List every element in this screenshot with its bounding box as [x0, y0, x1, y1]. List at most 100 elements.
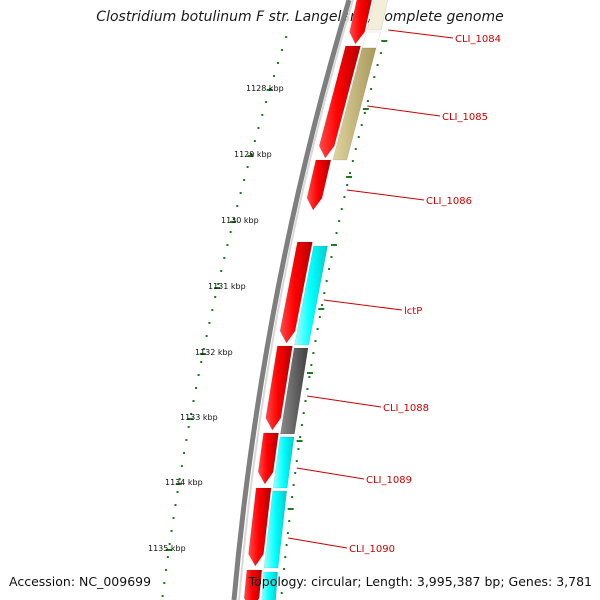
track-dot [281, 580, 284, 582]
scale-dot [190, 413, 193, 415]
track-dot [349, 172, 352, 174]
scale-label-1132: 1132 kbp [195, 348, 233, 357]
gene-label-lctp[interactable]: lctP [404, 306, 422, 317]
track-tick [318, 308, 325, 310]
track-dot [310, 364, 313, 366]
track-tick [296, 440, 303, 442]
track-dot [288, 520, 291, 522]
gene-label-cli-1085[interactable]: CLI_1085 [442, 112, 488, 123]
genome-summary-text: Topology: circular; Length: 3,995,387 bp… [248, 574, 592, 589]
cog-block-next[interactable] [261, 571, 278, 600]
label-leader-line [388, 29, 454, 39]
scale-dot [205, 335, 208, 337]
track-dot [376, 64, 379, 66]
track-dot [302, 412, 305, 414]
gene-next[interactable] [243, 569, 263, 600]
right-dot-track [280, 40, 388, 594]
scale-dot [265, 101, 268, 103]
track-dot [318, 316, 321, 318]
scale-dot [168, 543, 171, 545]
track-dot [312, 352, 315, 354]
track-tick [287, 508, 294, 510]
track-dot [285, 544, 288, 546]
scale-dot [285, 36, 288, 38]
gene-label-cli-1088[interactable]: CLI_1088 [383, 403, 429, 414]
gene-cli-1084[interactable] [349, 0, 374, 45]
scale-label-1130: 1130 kbp [221, 216, 259, 225]
track-dot [354, 148, 357, 150]
gene-cli-1086[interactable] [306, 159, 332, 211]
track-dot [292, 484, 295, 486]
track-dot [316, 328, 319, 330]
scale-dot [217, 283, 220, 285]
cog-block-cli-1085[interactable] [332, 47, 377, 161]
track-dot [297, 448, 300, 450]
track-dot [335, 232, 338, 234]
cog-block-cli-1084[interactable] [366, 0, 390, 31]
gene-cli-1085[interactable] [318, 45, 361, 159]
track-dot [321, 304, 324, 306]
track-dot [314, 340, 317, 342]
backbone-outer [231, 0, 352, 600]
track-dot [323, 292, 326, 294]
scale-dot [195, 387, 198, 389]
track-dot [325, 280, 328, 282]
scale-dot [163, 582, 166, 584]
label-leader-line [346, 189, 425, 201]
track-dot [283, 568, 286, 570]
gene-cli-1088[interactable] [265, 345, 293, 431]
cog-gap-1[interactable] [361, 31, 381, 49]
gene-label-cli-1084[interactable]: CLI_1084 [455, 34, 501, 45]
scale-tick [165, 549, 172, 551]
scale-dot [197, 374, 200, 376]
gene-cli-1090[interactable] [248, 487, 272, 567]
track-dot [379, 52, 382, 54]
track-tick [346, 176, 353, 178]
track-tick [381, 40, 388, 42]
scale-label-1133: 1133 kbp [180, 413, 218, 422]
cog-block-cli-1088[interactable] [280, 347, 309, 435]
gene-lctp[interactable] [279, 241, 313, 344]
track-dot [294, 472, 297, 474]
gene-label-cli-1090[interactable]: CLI_1090 [349, 544, 395, 555]
scale-dot [220, 270, 223, 272]
scale-tick [187, 418, 194, 420]
scale-dot [172, 517, 175, 519]
track-dot [373, 76, 376, 78]
label-leader-line [367, 105, 441, 117]
backbone-inner [238, 0, 354, 600]
scale-dot [176, 491, 179, 493]
scale-label-1129: 1129 kbp [234, 150, 272, 159]
scale-dot [170, 530, 173, 532]
gene-label-cli-1086[interactable]: CLI_1086 [426, 196, 472, 207]
gene-cli-1089[interactable] [257, 432, 279, 485]
track-dot [363, 112, 366, 114]
cog-block-cli-1089[interactable] [272, 436, 295, 489]
scale-label-1128: 1128 kbp [246, 84, 284, 93]
track-dot [299, 436, 302, 438]
scale-dot [211, 309, 214, 311]
scale-dot [281, 49, 284, 51]
track-dot [346, 184, 349, 186]
track-dot [280, 592, 283, 594]
cog-block-lctp[interactable] [294, 245, 328, 346]
track-dot [360, 124, 363, 126]
gene-label-cli-1089[interactable]: CLI_1089 [366, 475, 412, 486]
scale-tick [199, 353, 206, 355]
track-dot [351, 160, 354, 162]
scale-dot [243, 179, 246, 181]
scale-dot [192, 400, 195, 402]
scale-tick [247, 155, 254, 157]
label-leader-line [296, 467, 365, 480]
scale-dot [257, 127, 260, 129]
scale-dots [161, 36, 288, 597]
scale-dot [202, 348, 205, 350]
scale-dot [272, 75, 275, 77]
scale-label-1135: 1135 kbp [148, 544, 186, 553]
cog-block-cli-1090[interactable] [263, 490, 288, 569]
scale-dot [239, 192, 242, 194]
label-leaders [288, 29, 454, 549]
scale-ticks [165, 89, 273, 551]
scale-dot [208, 322, 211, 324]
